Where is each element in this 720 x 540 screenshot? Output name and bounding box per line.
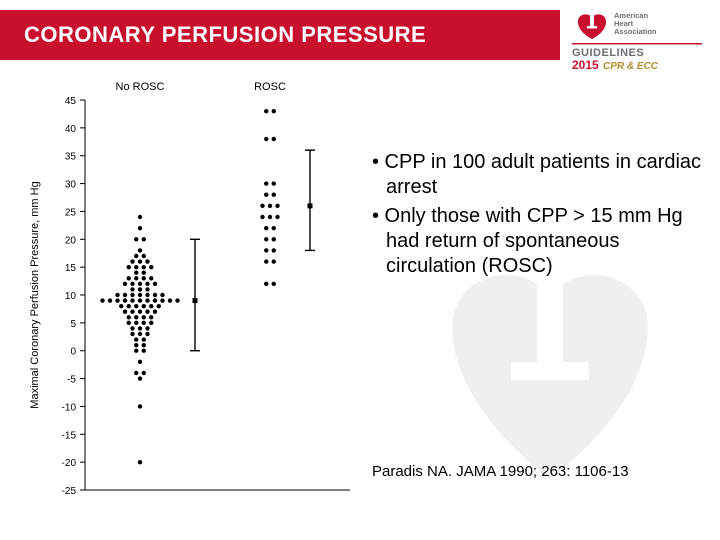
- title-bar: CORONARY PERFUSION PRESSURE: [0, 10, 560, 60]
- svg-text:-10: -10: [62, 402, 77, 413]
- svg-text:-20: -20: [62, 458, 77, 469]
- guidelines-label: GUIDELINES: [572, 47, 644, 59]
- svg-text:35: 35: [65, 152, 77, 163]
- svg-text:25: 25: [65, 207, 77, 218]
- aha-logo-block: American Heart Association GUIDELINES 20…: [572, 8, 702, 78]
- svg-text:-5: -5: [67, 375, 76, 386]
- svg-text:5: 5: [70, 319, 76, 330]
- svg-text:20: 20: [65, 235, 77, 246]
- svg-text:ROSC: ROSC: [254, 81, 286, 93]
- svg-text:40: 40: [65, 124, 77, 135]
- svg-text:15: 15: [65, 263, 77, 274]
- bullet-item: • CPP in 100 adult patients in cardiac a…: [372, 150, 712, 200]
- aha-logo-svg: American Heart Association GUIDELINES 20…: [572, 8, 702, 73]
- bullet-list: • CPP in 100 adult patients in cardiac a…: [372, 150, 712, 283]
- svg-text:No ROSC: No ROSC: [116, 81, 165, 93]
- cpp-chart: -25 -20 -15 -10 -5 0 5 10 15 20 25 30 35 40 45 Maximal …: [20, 70, 360, 510]
- guidelines-year: 2015: [572, 58, 599, 72]
- svg-text:30: 30: [65, 180, 77, 191]
- citation: Paradis NA. JAMA 1990; 263: 1106-13: [372, 463, 629, 480]
- svg-text:10: 10: [65, 291, 77, 302]
- logo-org-line3: Association: [614, 27, 657, 36]
- chart-svg: -25 -20 -15 -10 -5 0 5 10 15 20 25 30 35 40 45 Maximal …: [20, 70, 360, 510]
- svg-text:45: 45: [65, 96, 77, 107]
- svg-text:-15: -15: [62, 430, 77, 441]
- slide-title: CORONARY PERFUSION PRESSURE: [24, 22, 426, 48]
- guidelines-cpr-ecc: CPR & ECC: [603, 61, 659, 72]
- slide: CORONARY PERFUSION PRESSURE American Hea…: [0, 0, 720, 540]
- svg-text:-25: -25: [62, 486, 77, 497]
- svg-text:Maximal Coronary Perfusion Pre: Maximal Coronary Perfusion Pressure, mm …: [29, 181, 41, 408]
- svg-text:0: 0: [70, 347, 76, 358]
- bullet-item: • Only those with CPP > 15 mm Hg had ret…: [372, 204, 712, 279]
